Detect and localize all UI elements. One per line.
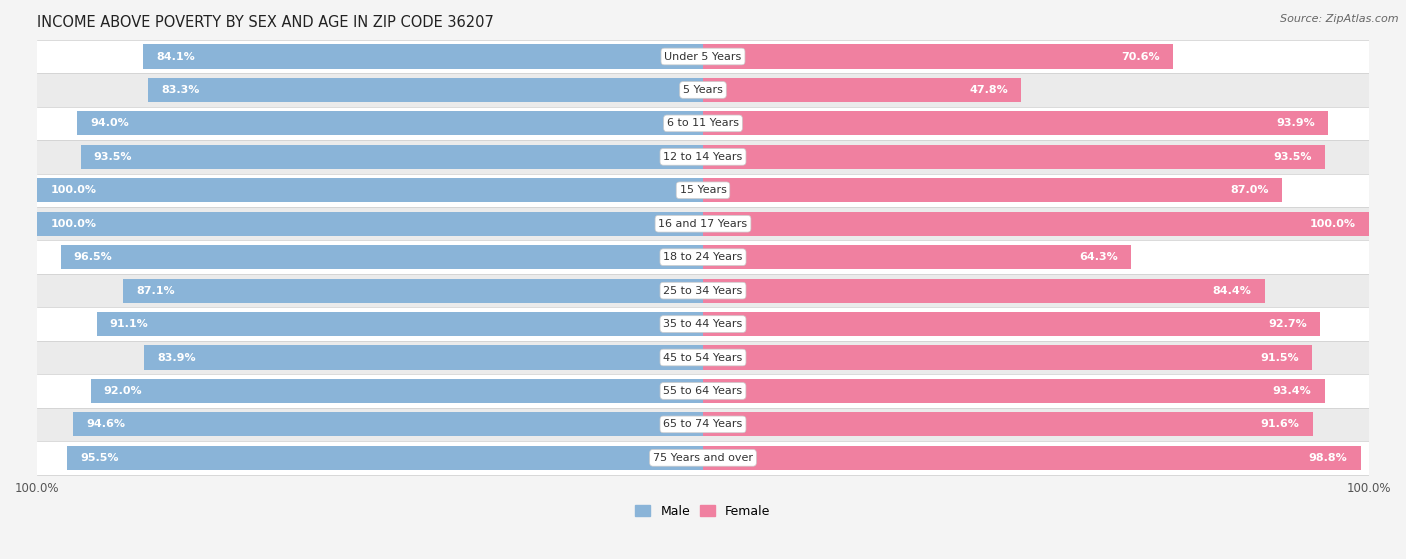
Text: 65 to 74 Years: 65 to 74 Years — [664, 419, 742, 429]
Text: 95.5%: 95.5% — [80, 453, 120, 463]
Text: Under 5 Years: Under 5 Years — [665, 51, 741, 61]
Text: 16 and 17 Years: 16 and 17 Years — [658, 219, 748, 229]
Text: 12 to 14 Years: 12 to 14 Years — [664, 152, 742, 162]
Bar — [37, 240, 1369, 274]
Legend: Male, Female: Male, Female — [630, 500, 776, 523]
Text: 100.0%: 100.0% — [51, 219, 97, 229]
Bar — [37, 140, 1369, 173]
Text: 47.8%: 47.8% — [969, 85, 1008, 95]
Text: 93.9%: 93.9% — [1277, 119, 1315, 129]
Text: 5 Years: 5 Years — [683, 85, 723, 95]
Text: 92.7%: 92.7% — [1268, 319, 1306, 329]
Text: 25 to 34 Years: 25 to 34 Years — [664, 286, 742, 296]
Text: 55 to 64 Years: 55 to 64 Years — [664, 386, 742, 396]
Text: INCOME ABOVE POVERTY BY SEX AND AGE IN ZIP CODE 36207: INCOME ABOVE POVERTY BY SEX AND AGE IN Z… — [37, 15, 494, 30]
Text: 83.9%: 83.9% — [157, 353, 197, 362]
Text: 94.0%: 94.0% — [90, 119, 129, 129]
Bar — [37, 374, 1369, 408]
Bar — [80, 145, 703, 169]
Text: Source: ZipAtlas.com: Source: ZipAtlas.com — [1281, 14, 1399, 24]
Bar — [703, 413, 1313, 437]
Text: 100.0%: 100.0% — [1309, 219, 1355, 229]
Bar — [703, 345, 1312, 369]
Text: 91.1%: 91.1% — [110, 319, 149, 329]
Bar — [97, 312, 703, 336]
Bar — [703, 379, 1324, 403]
Bar — [37, 73, 1369, 107]
Text: 98.8%: 98.8% — [1309, 453, 1347, 463]
Bar — [703, 111, 1329, 135]
Text: 92.0%: 92.0% — [104, 386, 142, 396]
Text: 87.1%: 87.1% — [136, 286, 176, 296]
Bar — [703, 278, 1265, 302]
Bar — [703, 312, 1320, 336]
Bar — [73, 413, 703, 437]
Text: 18 to 24 Years: 18 to 24 Years — [664, 252, 742, 262]
Bar — [37, 307, 1369, 341]
Text: 83.3%: 83.3% — [162, 85, 200, 95]
Bar — [703, 145, 1326, 169]
Bar — [703, 45, 1173, 69]
Text: 84.4%: 84.4% — [1213, 286, 1251, 296]
Bar — [703, 446, 1361, 470]
Text: 100.0%: 100.0% — [51, 185, 97, 195]
Bar — [37, 40, 1369, 73]
Text: 6 to 11 Years: 6 to 11 Years — [666, 119, 740, 129]
Text: 93.5%: 93.5% — [1274, 152, 1312, 162]
Bar — [124, 278, 703, 302]
Bar — [143, 45, 703, 69]
Bar — [67, 446, 703, 470]
Bar — [703, 78, 1021, 102]
Text: 87.0%: 87.0% — [1230, 185, 1268, 195]
Text: 94.6%: 94.6% — [87, 419, 125, 429]
Bar — [703, 245, 1130, 269]
Bar — [37, 441, 1369, 475]
Bar — [77, 111, 703, 135]
Bar — [37, 341, 1369, 374]
Bar — [37, 408, 1369, 441]
Text: 96.5%: 96.5% — [75, 252, 112, 262]
Text: 45 to 54 Years: 45 to 54 Years — [664, 353, 742, 362]
Text: 70.6%: 70.6% — [1121, 51, 1160, 61]
Bar — [37, 207, 1369, 240]
Text: 35 to 44 Years: 35 to 44 Years — [664, 319, 742, 329]
Bar — [60, 245, 703, 269]
Bar — [37, 212, 703, 236]
Bar — [703, 178, 1282, 202]
Text: 84.1%: 84.1% — [156, 51, 195, 61]
Bar — [145, 345, 703, 369]
Text: 75 Years and over: 75 Years and over — [652, 453, 754, 463]
Text: 91.5%: 91.5% — [1260, 353, 1299, 362]
Text: 15 Years: 15 Years — [679, 185, 727, 195]
Text: 64.3%: 64.3% — [1078, 252, 1118, 262]
Bar — [703, 212, 1369, 236]
Bar — [37, 107, 1369, 140]
Bar — [37, 173, 1369, 207]
Text: 93.5%: 93.5% — [94, 152, 132, 162]
Text: 93.4%: 93.4% — [1272, 386, 1312, 396]
Bar — [37, 274, 1369, 307]
Bar — [90, 379, 703, 403]
Bar — [149, 78, 703, 102]
Bar — [37, 178, 703, 202]
Text: 91.6%: 91.6% — [1261, 419, 1299, 429]
